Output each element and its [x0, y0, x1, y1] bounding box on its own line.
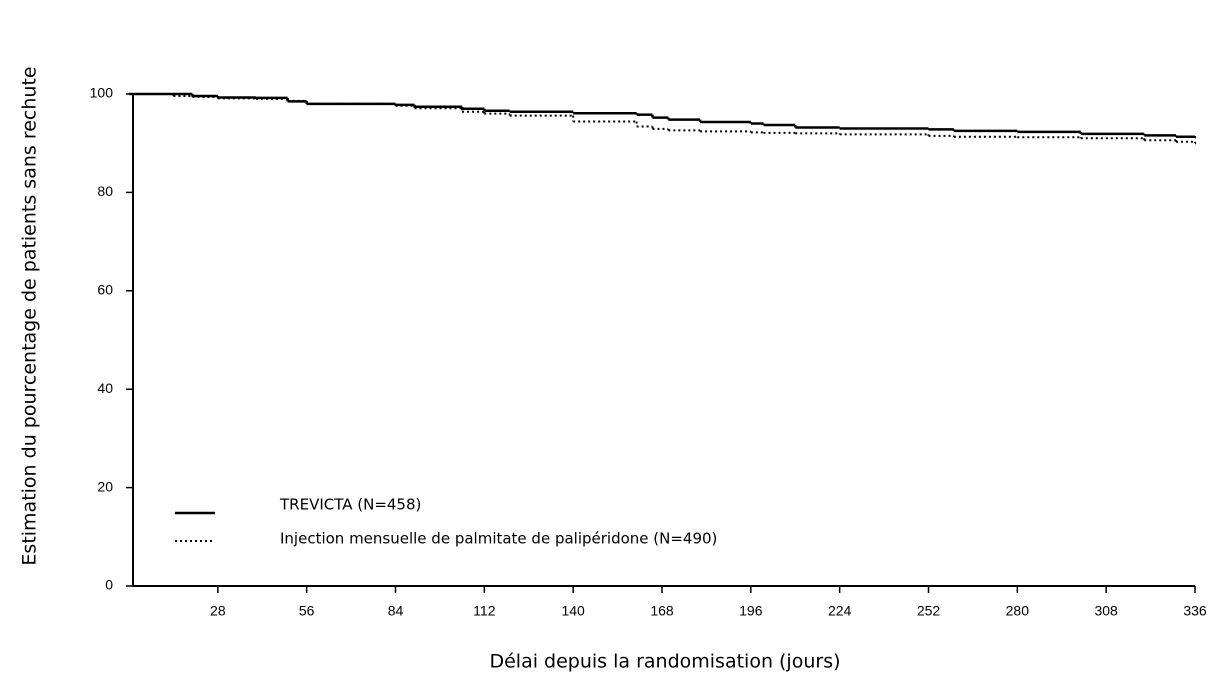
x-tick-label: 224 — [828, 603, 852, 619]
x-tick-label: 336 — [1183, 603, 1207, 619]
x-tick-label: 252 — [917, 603, 941, 619]
x-tick-label: 140 — [561, 603, 585, 619]
x-tick-label: 168 — [650, 603, 674, 619]
y-axis-title: Estimation du pourcentage de patients sa… — [19, 66, 41, 565]
x-tick-label: 84 — [388, 603, 404, 619]
y-tick-label: 100 — [90, 85, 114, 101]
y-tick-label: 60 — [97, 282, 113, 298]
x-tick-label: 280 — [1006, 603, 1030, 619]
x-tick-label: 196 — [739, 603, 763, 619]
x-axis-title: Délai depuis la randomisation (jours) — [489, 651, 840, 673]
y-tick-label: 80 — [97, 183, 113, 199]
y-tick-label: 0 — [105, 577, 113, 593]
x-tick-label: 28 — [210, 603, 226, 619]
legend-label: TREVICTA (N=458) — [279, 496, 421, 514]
x-tick-label: 308 — [1094, 603, 1118, 619]
x-tick-label: 112 — [473, 603, 496, 619]
legend-label: Injection mensuelle de palmitate de pali… — [280, 530, 717, 548]
x-tick-label: 56 — [299, 603, 315, 619]
y-tick-label: 20 — [97, 478, 113, 494]
y-tick-label: 40 — [97, 380, 113, 396]
